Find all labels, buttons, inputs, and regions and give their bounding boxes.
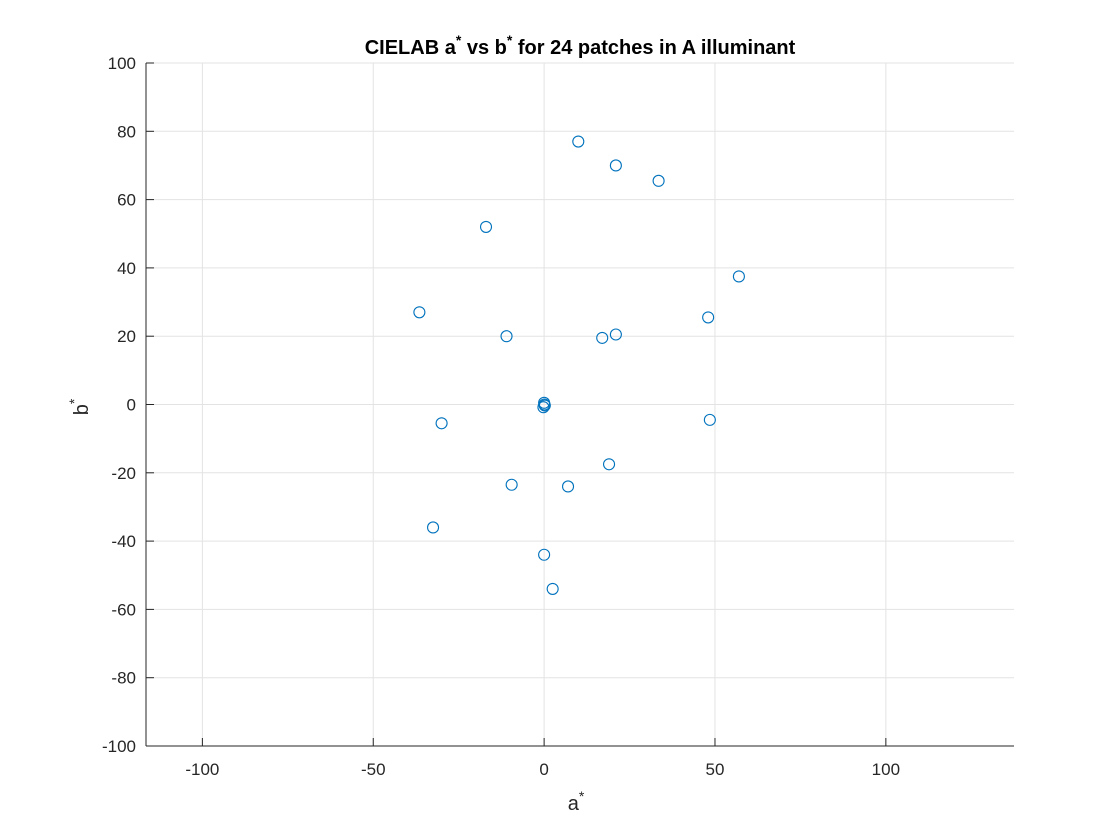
data-point bbox=[538, 398, 551, 411]
data-point bbox=[732, 270, 745, 283]
data-point bbox=[609, 159, 622, 172]
grid bbox=[146, 62, 1014, 747]
data-point bbox=[435, 417, 448, 430]
y-tick-label: 20 bbox=[117, 327, 136, 346]
y-tick-label: 80 bbox=[117, 122, 136, 141]
y-tick-label: 100 bbox=[108, 54, 136, 73]
x-axis-label: a* bbox=[568, 788, 585, 815]
y-tick-label: -80 bbox=[111, 669, 136, 688]
y-tick-label: -60 bbox=[111, 600, 136, 619]
y-tick-label: 60 bbox=[117, 191, 136, 210]
data-point bbox=[538, 548, 551, 561]
data-point bbox=[479, 220, 493, 233]
y-tick-label: 40 bbox=[117, 259, 136, 278]
data-point bbox=[703, 413, 716, 426]
data-point bbox=[596, 331, 609, 344]
data-point bbox=[609, 328, 622, 341]
x-tick-label: -50 bbox=[361, 760, 386, 779]
data-point bbox=[505, 478, 518, 491]
data-point bbox=[572, 135, 585, 148]
x-tick-label: 0 bbox=[539, 760, 548, 779]
data-point bbox=[427, 521, 440, 534]
x-tick-label: 50 bbox=[706, 760, 725, 779]
data-point bbox=[413, 306, 426, 319]
y-tick-label: -40 bbox=[111, 532, 136, 551]
data-point bbox=[546, 582, 559, 595]
data-point bbox=[500, 330, 513, 343]
data-point bbox=[561, 480, 575, 493]
y-tick-label: 0 bbox=[127, 396, 136, 415]
data-points bbox=[413, 135, 745, 595]
data-point bbox=[652, 174, 665, 187]
data-point bbox=[702, 311, 715, 324]
y-tick-label: -20 bbox=[111, 464, 136, 483]
chart-title: CIELAB a* vs b* for 24 patches in A illu… bbox=[365, 32, 796, 59]
y-tick-label: -100 bbox=[102, 737, 136, 756]
x-tick-label: -100 bbox=[185, 760, 219, 779]
x-tick-label: 100 bbox=[872, 760, 900, 779]
y-axis-label: b* bbox=[66, 398, 93, 415]
data-point bbox=[602, 458, 616, 471]
tick-labels: -100 -50 0 50 100 -100 -80 -60 -40 -20 0 20 40 60 80 10… bbox=[102, 54, 900, 779]
axes bbox=[145, 62, 1014, 747]
